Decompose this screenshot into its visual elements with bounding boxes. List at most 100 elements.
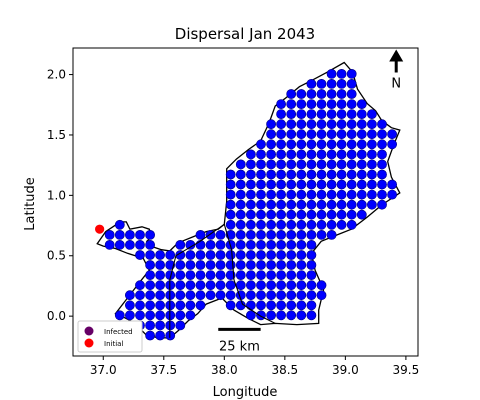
dispersal-dot bbox=[336, 119, 347, 130]
dispersal-dot bbox=[316, 189, 327, 200]
initial-marker-layer bbox=[95, 224, 105, 234]
dispersal-dot bbox=[245, 290, 256, 301]
dispersal-dot bbox=[296, 159, 307, 170]
inner-boundary-line bbox=[169, 223, 225, 338]
dispersal-dot bbox=[377, 189, 387, 200]
dispersal-dot bbox=[377, 199, 387, 210]
dispersal-dot bbox=[286, 89, 297, 99]
dispersal-dot bbox=[346, 109, 357, 119]
dispersal-dot bbox=[215, 270, 226, 280]
dispersal-dot bbox=[225, 209, 236, 220]
dispersal-dot bbox=[326, 69, 337, 79]
dispersal-dot bbox=[155, 330, 165, 341]
dispersal-dot bbox=[215, 250, 226, 260]
legend-marker-initial bbox=[84, 338, 94, 348]
dispersal-dot bbox=[195, 290, 206, 301]
dispersal-dot bbox=[346, 129, 357, 140]
dispersal-dot bbox=[256, 209, 266, 220]
dispersal-dot bbox=[135, 290, 145, 301]
dispersal-dot bbox=[185, 290, 196, 301]
dispersal-dot bbox=[266, 209, 276, 220]
initial-point-marker bbox=[95, 224, 105, 234]
dispersal-dot bbox=[316, 129, 327, 140]
dispersal-dot bbox=[124, 300, 135, 311]
dispersal-dot bbox=[215, 260, 226, 270]
dispersal-dot bbox=[235, 229, 246, 240]
dispersal-dot bbox=[266, 239, 276, 250]
dispersal-dot bbox=[145, 229, 155, 240]
dispersal-dot bbox=[296, 89, 307, 99]
dispersal-dot bbox=[175, 260, 186, 270]
dispersal-dot bbox=[256, 159, 266, 170]
dispersal-dot bbox=[286, 270, 297, 280]
dispersal-dot bbox=[256, 149, 266, 160]
dispersal-dot bbox=[336, 159, 347, 170]
x-tick-label: 37.0 bbox=[90, 363, 117, 377]
dispersal-dot bbox=[256, 199, 266, 210]
legend-label-infected: Infected bbox=[104, 328, 133, 336]
dispersal-dot bbox=[306, 119, 317, 130]
dispersal-dot bbox=[346, 79, 357, 89]
dispersal-dot bbox=[155, 250, 165, 260]
dispersal-dot bbox=[245, 310, 256, 321]
x-tick-label: 39.5 bbox=[393, 363, 420, 377]
dispersal-dot bbox=[145, 280, 155, 291]
dispersal-dot bbox=[185, 260, 196, 270]
dispersal-dot bbox=[235, 159, 246, 170]
dispersal-dot bbox=[165, 250, 176, 260]
dispersal-dot bbox=[346, 149, 357, 160]
dispersal-dot bbox=[336, 129, 347, 140]
dispersal-dot bbox=[306, 139, 317, 150]
dispersal-dot bbox=[356, 149, 367, 160]
dispersal-dot bbox=[145, 250, 155, 260]
dispersal-dot bbox=[276, 260, 286, 270]
dispersal-dot bbox=[366, 139, 377, 150]
dispersal-dot bbox=[256, 270, 266, 280]
dispersal-dot bbox=[286, 209, 297, 220]
dispersal-dot bbox=[245, 189, 256, 200]
dispersal-dot bbox=[114, 310, 125, 321]
dispersal-dot bbox=[245, 280, 256, 291]
dispersal-dot bbox=[104, 239, 115, 250]
dispersal-dot bbox=[276, 189, 286, 200]
dispersal-dot bbox=[306, 199, 317, 210]
dispersal-dot bbox=[245, 159, 256, 170]
dispersal-dot bbox=[377, 169, 387, 180]
dispersal-dot bbox=[336, 149, 347, 160]
dispersal-dot bbox=[245, 300, 256, 311]
dispersal-dot bbox=[205, 280, 216, 291]
dispersal-dot bbox=[356, 159, 367, 170]
dispersal-dot bbox=[366, 169, 377, 180]
dispersal-dot bbox=[296, 119, 307, 130]
dispersal-dot bbox=[306, 260, 317, 270]
dispersal-dot bbox=[296, 129, 307, 140]
scale-bar: 25 km bbox=[218, 327, 261, 354]
dispersal-dots bbox=[104, 69, 397, 341]
dispersal-dot bbox=[316, 89, 327, 99]
dispersal-dot bbox=[377, 149, 387, 160]
dispersal-dot bbox=[256, 169, 266, 180]
dispersal-dot bbox=[276, 99, 286, 109]
dispersal-dot bbox=[296, 179, 307, 190]
dispersal-dot bbox=[175, 270, 186, 280]
dispersal-dot bbox=[104, 229, 115, 240]
dispersal-dot bbox=[366, 179, 377, 190]
dispersal-dot bbox=[175, 280, 186, 291]
dispersal-dot bbox=[306, 300, 317, 311]
dispersal-dot bbox=[225, 260, 236, 270]
dispersal-dot bbox=[336, 169, 347, 180]
dispersal-dot bbox=[175, 320, 186, 331]
dispersal-dot bbox=[336, 189, 347, 200]
dispersal-dot bbox=[215, 280, 226, 291]
dispersal-dot bbox=[276, 109, 286, 119]
dispersal-dot bbox=[336, 109, 347, 119]
dispersal-dot bbox=[356, 99, 367, 109]
dispersal-dot bbox=[276, 310, 286, 321]
dispersal-dot bbox=[286, 119, 297, 130]
dispersal-dot bbox=[366, 199, 377, 210]
dispersal-dot bbox=[346, 119, 357, 130]
dispersal-dot bbox=[336, 179, 347, 190]
dispersal-dot bbox=[155, 280, 165, 291]
dispersal-dot bbox=[276, 270, 286, 280]
